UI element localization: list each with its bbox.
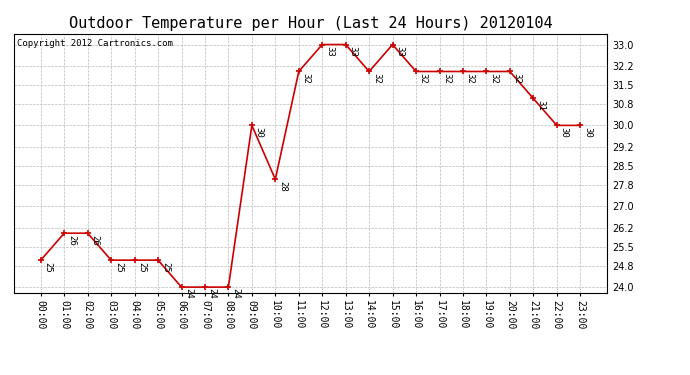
- Text: 32: 32: [442, 73, 451, 84]
- Text: 32: 32: [372, 73, 381, 84]
- Text: 24: 24: [231, 288, 240, 299]
- Text: 32: 32: [419, 73, 428, 84]
- Text: 26: 26: [67, 235, 76, 245]
- Text: 32: 32: [513, 73, 522, 84]
- Text: 32: 32: [466, 73, 475, 84]
- Text: 33: 33: [325, 46, 334, 57]
- Text: 26: 26: [90, 235, 99, 245]
- Text: 25: 25: [114, 261, 123, 272]
- Text: 25: 25: [43, 261, 52, 272]
- Text: 33: 33: [395, 46, 404, 57]
- Text: 24: 24: [208, 288, 217, 299]
- Text: 30: 30: [560, 127, 569, 138]
- Text: 28: 28: [278, 181, 287, 191]
- Text: 31: 31: [536, 100, 545, 111]
- Text: 25: 25: [137, 261, 146, 272]
- Text: 24: 24: [184, 288, 193, 299]
- Text: 32: 32: [489, 73, 498, 84]
- Text: Copyright 2012 Cartronics.com: Copyright 2012 Cartronics.com: [17, 39, 172, 48]
- Text: 33: 33: [348, 46, 357, 57]
- Text: 30: 30: [583, 127, 592, 138]
- Text: 30: 30: [255, 127, 264, 138]
- Text: 32: 32: [302, 73, 310, 84]
- Text: 25: 25: [161, 261, 170, 272]
- Title: Outdoor Temperature per Hour (Last 24 Hours) 20120104: Outdoor Temperature per Hour (Last 24 Ho…: [69, 16, 552, 31]
